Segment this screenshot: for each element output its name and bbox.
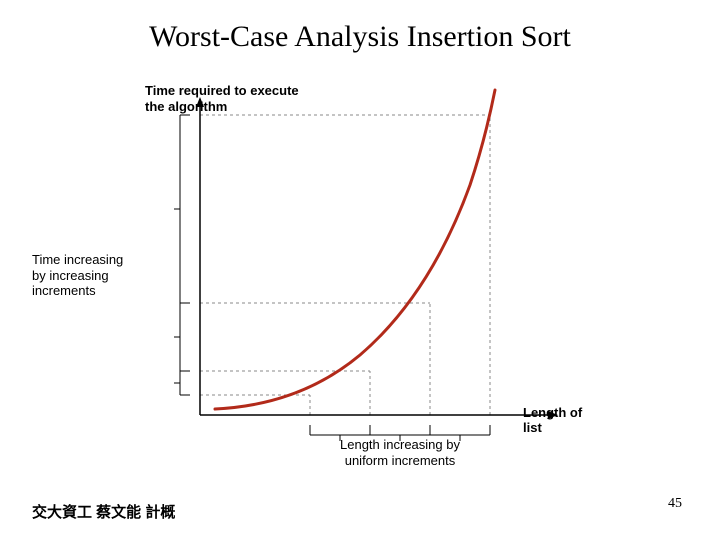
curve-line — [215, 90, 495, 409]
guide-lines — [200, 115, 490, 415]
x-bottom-annotation-text: Length increasing byuniform increments — [340, 437, 460, 468]
y-axis-label-line1: Time required to executethe algorithm — [145, 83, 299, 114]
x-bottom-annotation: Length increasing byuniform increments — [280, 437, 520, 468]
chart-container: Time required to executethe algorithm Ti… — [120, 75, 600, 465]
footer-text: 交大資工 蔡文能 計概 — [32, 501, 175, 522]
y-side-annotation-text: Time increasingby increasingincrements — [32, 252, 123, 298]
x-axis-label-text: Length of list — [523, 405, 582, 435]
page-number: 45 — [668, 496, 682, 512]
y-side-annotation: Time increasingby increasingincrements — [32, 252, 142, 299]
y-axis-label: Time required to executethe algorithm — [145, 83, 299, 114]
slide-title: Worst-Case Analysis Insertion Sort — [0, 20, 720, 54]
y-brackets — [174, 115, 190, 395]
x-axis-label: Length of list — [523, 405, 600, 435]
